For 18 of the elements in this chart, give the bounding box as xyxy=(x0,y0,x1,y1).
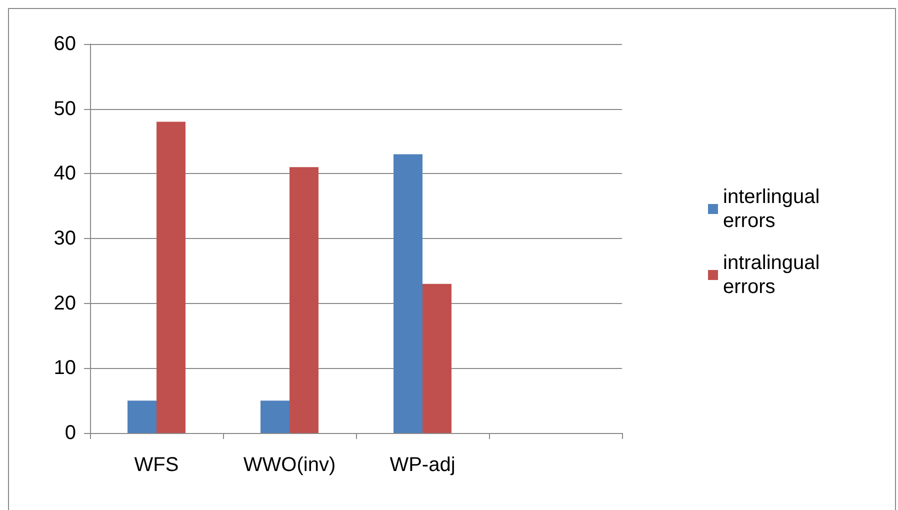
y-tick-label: 50 xyxy=(54,98,76,120)
bar xyxy=(260,400,290,433)
x-tick-label: WP-adj xyxy=(390,454,456,476)
bar xyxy=(422,284,452,433)
y-tick-label: 60 xyxy=(54,33,76,55)
y-tick-label: 10 xyxy=(54,357,76,380)
legend-label: interlingual errors xyxy=(723,186,826,232)
x-tick-label: WFS xyxy=(134,454,179,476)
x-tick-label: WWO(inv) xyxy=(243,454,336,476)
legend-label: intralingual errors xyxy=(723,252,826,298)
bar xyxy=(290,167,318,433)
y-tick-label: 0 xyxy=(64,422,76,444)
bar xyxy=(156,122,186,433)
bar xyxy=(394,154,422,433)
y-tick-label: 30 xyxy=(54,228,76,250)
bar xyxy=(128,400,156,433)
y-tick-label: 40 xyxy=(54,162,76,185)
y-tick-label: 20 xyxy=(54,292,76,314)
